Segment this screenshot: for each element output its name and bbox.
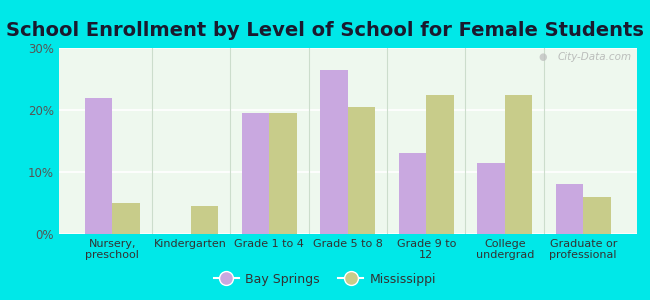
Legend: Bay Springs, Mississippi: Bay Springs, Mississippi xyxy=(209,268,441,291)
Bar xyxy=(505,94,532,234)
Bar xyxy=(556,184,583,234)
Bar xyxy=(583,197,611,234)
Bar xyxy=(112,203,140,234)
Bar xyxy=(84,98,112,234)
Bar xyxy=(269,113,297,234)
Bar xyxy=(320,70,348,234)
Bar xyxy=(348,107,375,234)
Text: School Enrollment by Level of School for Female Students: School Enrollment by Level of School for… xyxy=(6,21,644,40)
Bar xyxy=(190,206,218,234)
Bar xyxy=(242,113,269,234)
Bar xyxy=(477,163,505,234)
Bar xyxy=(426,94,454,234)
Bar xyxy=(398,153,426,234)
Text: City-Data.com: City-Data.com xyxy=(557,52,631,62)
Text: ●: ● xyxy=(539,52,547,62)
